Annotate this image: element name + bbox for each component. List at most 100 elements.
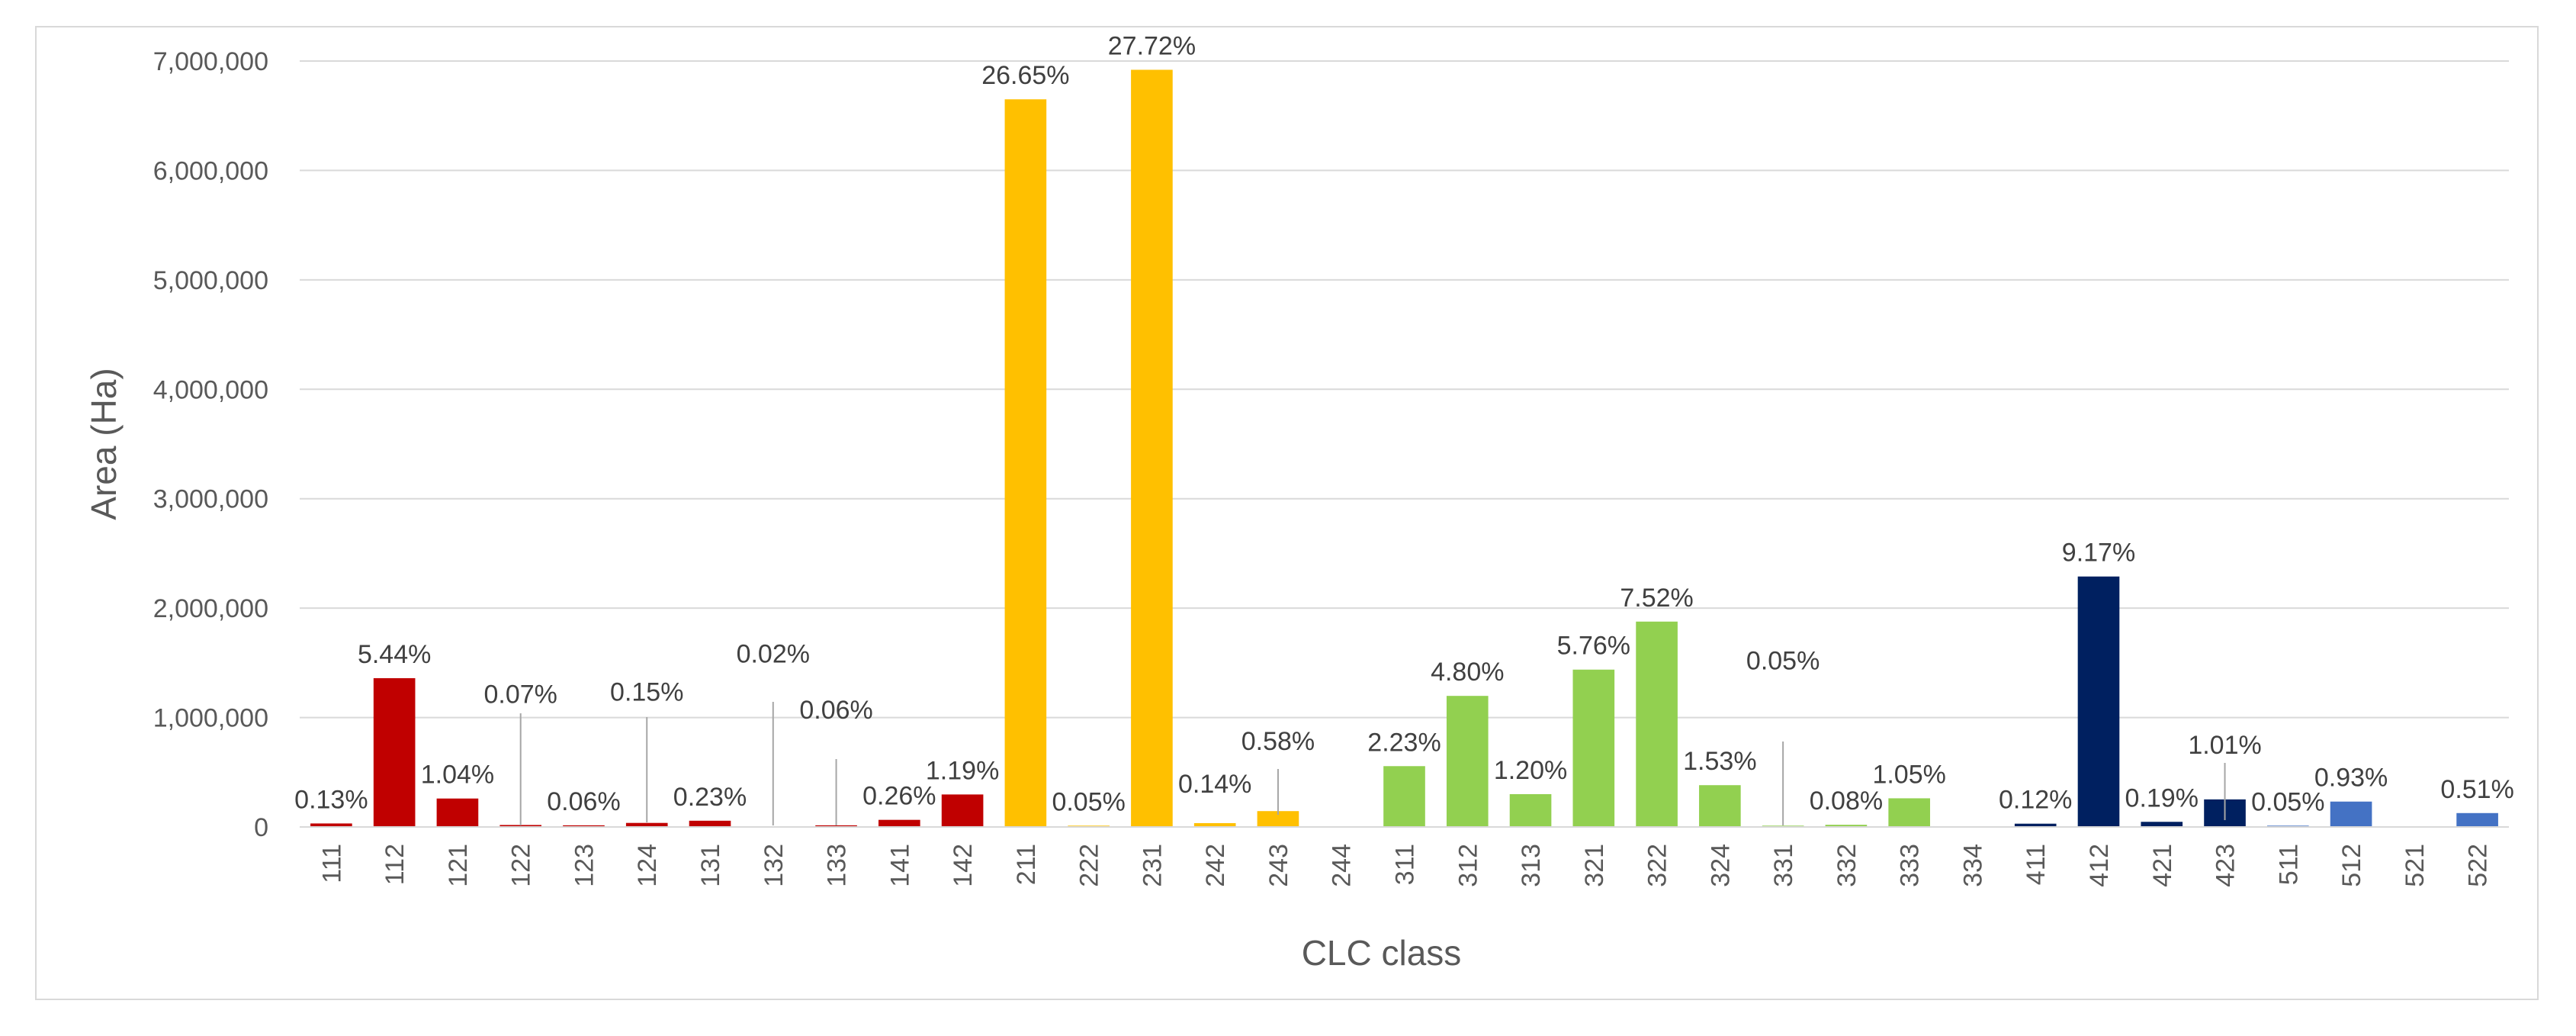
- x-tick-label: 334: [1958, 844, 1987, 887]
- data-label: 0.13%: [294, 785, 368, 814]
- x-tick-label: 311: [1391, 844, 1420, 885]
- x-tick-label: 332: [1832, 844, 1861, 887]
- data-label: 9.17%: [2062, 539, 2135, 568]
- gridlines: [300, 60, 2509, 719]
- data-label: 0.26%: [862, 782, 936, 811]
- y-tick-label: 2,000,000: [153, 594, 268, 623]
- data-label: 0.02%: [737, 639, 810, 668]
- data-label: 0.15%: [610, 678, 683, 707]
- data-label: 0.05%: [2251, 787, 2324, 816]
- y-tick-label: 3,000,000: [153, 485, 268, 514]
- bar-131: [689, 820, 731, 827]
- x-tick-label: 142: [949, 844, 978, 887]
- x-tick-label: 412: [2085, 844, 2114, 887]
- bar-141: [878, 819, 920, 827]
- x-tick-label: 321: [1580, 844, 1609, 887]
- x-tick-label: 521: [2401, 844, 2430, 887]
- x-tick-label: 522: [2464, 844, 2493, 887]
- bar-112: [373, 677, 416, 827]
- data-label: 1.19%: [926, 756, 999, 785]
- x-tick-label: 421: [2148, 844, 2177, 887]
- y-axis-ticks: 0 1,000,000 2,000,000 3,000,000 4,000,000 5,0…: [153, 47, 268, 842]
- x-tick-label: 222: [1075, 844, 1104, 887]
- bar-122: [499, 825, 542, 827]
- data-label: 0.51%: [2440, 775, 2513, 804]
- data-label: 0.23%: [673, 783, 747, 812]
- x-tick-label: 331: [1769, 844, 1798, 887]
- data-label: 5.76%: [1557, 632, 1630, 661]
- bar-412: [2077, 576, 2120, 827]
- x-tick-label: 211: [1012, 844, 1041, 885]
- bar-324: [1699, 785, 1741, 827]
- data-label: 0.05%: [1746, 646, 1820, 675]
- data-label: 0.12%: [1999, 786, 2072, 815]
- leader-lines: [519, 702, 2226, 825]
- data-label: 0.06%: [547, 787, 620, 816]
- y-tick-label: 1,000,000: [153, 704, 268, 733]
- chart-frame: [35, 26, 2539, 1000]
- bar-124: [625, 822, 668, 827]
- x-tick-label: 132: [760, 844, 789, 887]
- x-tick-label: 131: [696, 844, 725, 887]
- y-tick-label: 6,000,000: [153, 156, 268, 185]
- data-label: 1.04%: [421, 761, 494, 790]
- bar-111: [310, 823, 352, 827]
- x-tick-label: 511: [2274, 844, 2303, 885]
- bar-321: [1572, 669, 1615, 827]
- bar-243: [1257, 811, 1299, 827]
- y-tick-label: 0: [254, 813, 268, 842]
- data-label: 0.93%: [2314, 764, 2388, 793]
- x-tick-label: 112: [381, 844, 410, 885]
- bar-133: [815, 825, 857, 827]
- data-label: 1.05%: [1872, 760, 1945, 789]
- data-label: 1.01%: [2188, 731, 2261, 760]
- data-label: 0.05%: [1052, 787, 1125, 816]
- x-tick-label: 333: [1896, 844, 1925, 887]
- x-axis-ticks: 111 112 121 122 123 124 131 132 133 141 142 211 222 2…: [317, 844, 2492, 887]
- x-tick-label: 124: [633, 844, 662, 887]
- bar-322: [1636, 621, 1678, 827]
- data-labels: 0.13% 5.44% 1.04% 0.07% 0.06% 0.15% 0.23% 0.02%…: [294, 31, 2514, 816]
- bar-411: [2014, 823, 2057, 827]
- data-label: 0.14%: [1178, 770, 1251, 799]
- bar-242: [1193, 822, 1236, 827]
- x-tick-label: 322: [1643, 844, 1672, 887]
- x-tick-label: 123: [570, 844, 599, 887]
- bar-332: [1825, 825, 1868, 827]
- data-label: 27.72%: [1108, 31, 1196, 60]
- x-tick-label: 133: [823, 844, 852, 887]
- bar-142: [941, 794, 984, 827]
- y-tick-label: 5,000,000: [153, 266, 268, 295]
- bar-312: [1446, 696, 1489, 827]
- data-label: 2.23%: [1367, 728, 1441, 757]
- x-tick-label: 423: [2211, 844, 2240, 887]
- data-label: 0.19%: [2125, 783, 2199, 812]
- bar-123: [563, 825, 605, 827]
- data-label: 0.58%: [1241, 727, 1315, 756]
- x-tick-label: 512: [2337, 844, 2366, 887]
- data-label: 26.65%: [981, 61, 1069, 90]
- x-tick-label: 312: [1453, 844, 1482, 887]
- x-tick-label: 242: [1201, 844, 1230, 887]
- x-tick-label: 122: [507, 844, 536, 887]
- x-tick-label: 313: [1517, 844, 1546, 887]
- bar-512: [2330, 801, 2372, 827]
- y-tick-label: 4,000,000: [153, 375, 268, 404]
- x-axis-title: CLC class: [1302, 933, 1462, 973]
- x-tick-label: 141: [885, 844, 914, 887]
- y-tick-label: 7,000,000: [153, 47, 268, 76]
- bar-421: [2141, 822, 2183, 827]
- data-label: 0.08%: [1810, 787, 1883, 816]
- data-label: 7.52%: [1620, 584, 1693, 613]
- bar-121: [436, 798, 479, 827]
- data-label: 1.20%: [1494, 756, 1567, 785]
- x-tick-label: 324: [1706, 844, 1735, 887]
- x-tick-label: 243: [1264, 844, 1293, 887]
- bar-231: [1131, 69, 1173, 827]
- data-label: 4.80%: [1431, 658, 1504, 687]
- data-label: 0.07%: [483, 680, 557, 709]
- data-label: 5.44%: [358, 640, 431, 669]
- data-label: 1.53%: [1683, 747, 1756, 776]
- x-tick-label: 411: [2022, 844, 2051, 885]
